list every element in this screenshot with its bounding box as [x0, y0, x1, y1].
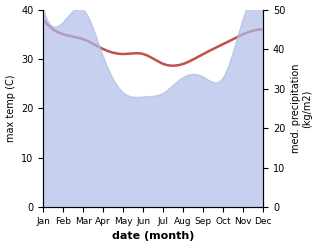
- X-axis label: date (month): date (month): [112, 231, 194, 242]
- Y-axis label: med. precipitation
(kg/m2): med. precipitation (kg/m2): [291, 64, 313, 153]
- Y-axis label: max temp (C): max temp (C): [5, 75, 16, 142]
